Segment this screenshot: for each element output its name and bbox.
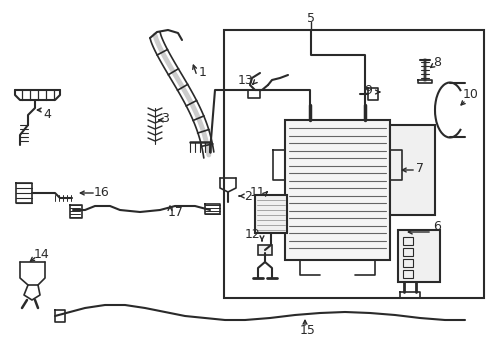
Text: 9: 9 (364, 84, 371, 96)
Text: 15: 15 (300, 324, 315, 337)
Text: 5: 5 (306, 12, 314, 24)
Text: 10: 10 (462, 89, 478, 102)
Text: 4: 4 (43, 108, 51, 121)
Text: 3: 3 (161, 112, 168, 125)
Bar (258, 245, 271, 255)
Text: 16: 16 (94, 185, 110, 198)
Bar (389, 125, 434, 215)
Bar (224, 30, 483, 298)
Bar (254, 195, 286, 233)
Text: 6: 6 (432, 220, 440, 234)
Text: 13: 13 (238, 73, 253, 86)
Bar (285, 120, 389, 260)
Text: 14: 14 (34, 248, 50, 261)
Text: 8: 8 (432, 55, 440, 68)
Text: 11: 11 (250, 185, 265, 198)
Bar (402, 270, 412, 278)
Text: 17: 17 (168, 207, 183, 220)
Bar (402, 248, 412, 256)
Text: 7: 7 (415, 162, 423, 175)
Bar (397, 230, 439, 282)
Text: 1: 1 (199, 67, 206, 80)
Bar (402, 259, 412, 267)
Text: 12: 12 (244, 229, 260, 242)
Text: 2: 2 (244, 189, 251, 202)
Bar (402, 237, 412, 245)
